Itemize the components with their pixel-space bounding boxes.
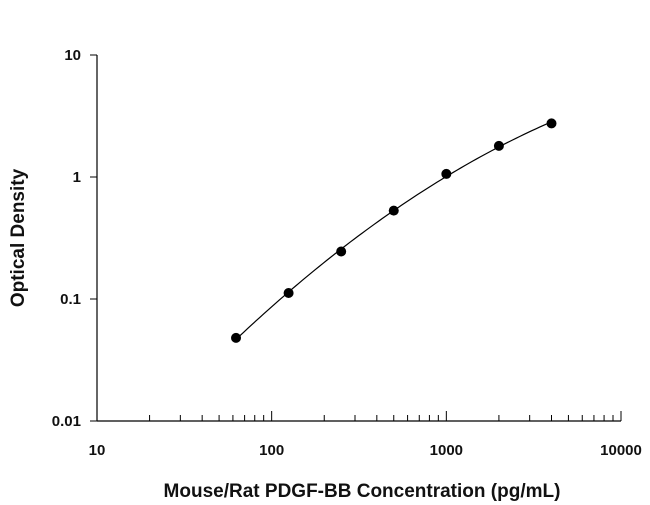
- data-point: [546, 118, 557, 129]
- tick-labels: 10 100 1000 10000 0.01 0.1 1 10: [52, 47, 642, 459]
- x-tick-label: 10000: [600, 442, 642, 459]
- data-point: [388, 205, 399, 216]
- fit-curve: [235, 121, 552, 340]
- x-tick-label: 100: [259, 442, 284, 459]
- y-tick-label: 10: [64, 47, 81, 64]
- x-tick-label: 1000: [430, 442, 463, 459]
- axes: [96, 55, 621, 422]
- data-point: [283, 287, 294, 298]
- data-points: [231, 118, 557, 343]
- x-axis-title: Mouse/Rat PDGF-BB Concentration (pg/mL): [164, 481, 561, 502]
- axis-ticks: [90, 54, 622, 422]
- data-point: [336, 246, 347, 257]
- y-tick-label: 1: [73, 169, 81, 186]
- x-tick-label: 10: [89, 442, 106, 459]
- data-point: [231, 332, 242, 343]
- y-tick-label: 0.01: [52, 413, 81, 430]
- data-point: [493, 140, 504, 151]
- y-axis-title: Optical Density: [8, 168, 29, 307]
- data-point: [441, 168, 452, 179]
- y-tick-label: 0.1: [60, 291, 81, 308]
